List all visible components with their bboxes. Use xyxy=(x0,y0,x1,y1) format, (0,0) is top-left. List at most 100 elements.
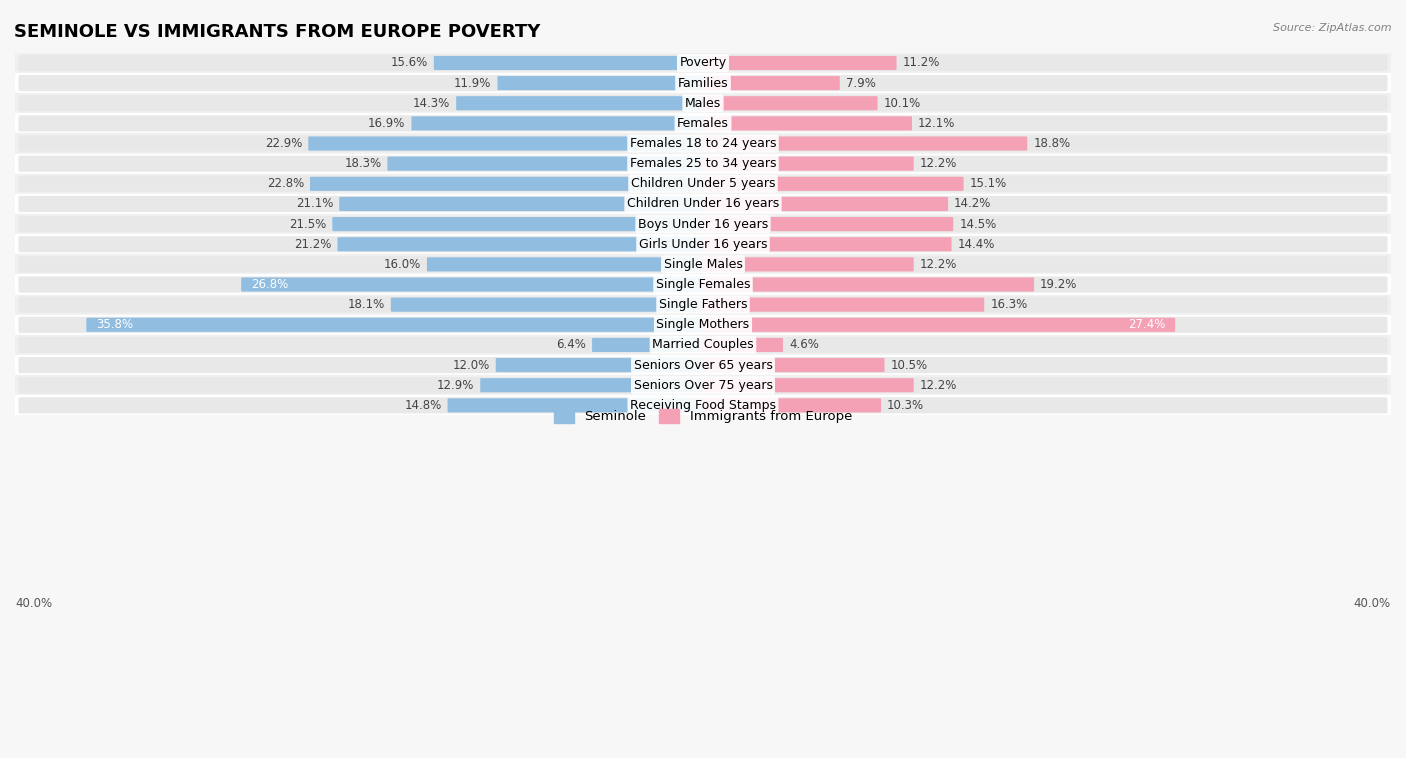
Text: Source: ZipAtlas.com: Source: ZipAtlas.com xyxy=(1274,23,1392,33)
FancyBboxPatch shape xyxy=(391,298,704,312)
Text: 27.4%: 27.4% xyxy=(1128,318,1166,331)
FancyBboxPatch shape xyxy=(412,116,704,130)
Text: 4.6%: 4.6% xyxy=(789,338,818,352)
FancyBboxPatch shape xyxy=(702,56,897,70)
FancyBboxPatch shape xyxy=(702,378,914,393)
Text: 10.1%: 10.1% xyxy=(883,97,921,110)
Text: 7.9%: 7.9% xyxy=(846,77,876,89)
Text: 12.2%: 12.2% xyxy=(920,379,957,392)
FancyBboxPatch shape xyxy=(18,196,1388,212)
Text: 21.1%: 21.1% xyxy=(295,197,333,211)
Text: Females 18 to 24 years: Females 18 to 24 years xyxy=(630,137,776,150)
Text: 40.0%: 40.0% xyxy=(1354,597,1391,609)
FancyBboxPatch shape xyxy=(702,177,963,191)
Text: 10.5%: 10.5% xyxy=(890,359,928,371)
Text: Seniors Over 75 years: Seniors Over 75 years xyxy=(634,379,772,392)
FancyBboxPatch shape xyxy=(702,136,1028,151)
FancyBboxPatch shape xyxy=(388,157,704,171)
Text: 16.3%: 16.3% xyxy=(990,298,1028,311)
FancyBboxPatch shape xyxy=(702,257,914,271)
Text: Single Males: Single Males xyxy=(664,258,742,271)
FancyBboxPatch shape xyxy=(702,157,914,171)
FancyBboxPatch shape xyxy=(18,75,1388,91)
Text: 16.0%: 16.0% xyxy=(384,258,420,271)
FancyBboxPatch shape xyxy=(18,236,1388,252)
FancyBboxPatch shape xyxy=(309,177,704,191)
FancyBboxPatch shape xyxy=(18,377,1388,393)
FancyBboxPatch shape xyxy=(702,398,882,412)
Bar xyxy=(15,114,1391,133)
FancyBboxPatch shape xyxy=(702,197,948,211)
FancyBboxPatch shape xyxy=(702,116,912,130)
Text: Receiving Food Stamps: Receiving Food Stamps xyxy=(630,399,776,412)
FancyBboxPatch shape xyxy=(427,257,704,271)
Bar xyxy=(15,133,1391,154)
Bar xyxy=(15,53,1391,73)
FancyBboxPatch shape xyxy=(18,337,1388,353)
FancyBboxPatch shape xyxy=(702,76,839,90)
Text: SEMINOLE VS IMMIGRANTS FROM EUROPE POVERTY: SEMINOLE VS IMMIGRANTS FROM EUROPE POVER… xyxy=(14,23,540,41)
Bar xyxy=(15,335,1391,355)
Text: 14.8%: 14.8% xyxy=(405,399,441,412)
Text: 35.8%: 35.8% xyxy=(96,318,132,331)
Text: 19.2%: 19.2% xyxy=(1040,278,1077,291)
FancyBboxPatch shape xyxy=(481,378,704,393)
Text: Families: Families xyxy=(678,77,728,89)
Text: 12.9%: 12.9% xyxy=(437,379,474,392)
Text: 12.2%: 12.2% xyxy=(920,157,957,171)
Text: 40.0%: 40.0% xyxy=(15,597,52,609)
Text: Boys Under 16 years: Boys Under 16 years xyxy=(638,218,768,230)
FancyBboxPatch shape xyxy=(498,76,704,90)
Text: Girls Under 16 years: Girls Under 16 years xyxy=(638,238,768,251)
Text: 12.0%: 12.0% xyxy=(453,359,489,371)
Text: 22.9%: 22.9% xyxy=(264,137,302,150)
Bar xyxy=(15,315,1391,335)
Text: 15.6%: 15.6% xyxy=(391,56,427,70)
FancyBboxPatch shape xyxy=(339,197,704,211)
Text: Seniors Over 65 years: Seniors Over 65 years xyxy=(634,359,772,371)
FancyBboxPatch shape xyxy=(18,216,1388,232)
Text: Children Under 16 years: Children Under 16 years xyxy=(627,197,779,211)
Text: Married Couples: Married Couples xyxy=(652,338,754,352)
FancyBboxPatch shape xyxy=(456,96,704,111)
FancyBboxPatch shape xyxy=(242,277,704,292)
FancyBboxPatch shape xyxy=(702,96,877,111)
Text: 16.9%: 16.9% xyxy=(368,117,405,130)
Bar xyxy=(15,295,1391,315)
FancyBboxPatch shape xyxy=(702,217,953,231)
Text: 18.8%: 18.8% xyxy=(1033,137,1070,150)
FancyBboxPatch shape xyxy=(308,136,704,151)
FancyBboxPatch shape xyxy=(18,55,1388,71)
FancyBboxPatch shape xyxy=(702,358,884,372)
Bar xyxy=(15,154,1391,174)
Text: Males: Males xyxy=(685,97,721,110)
FancyBboxPatch shape xyxy=(18,357,1388,373)
Text: 14.2%: 14.2% xyxy=(955,197,991,211)
Text: 22.8%: 22.8% xyxy=(267,177,304,190)
FancyBboxPatch shape xyxy=(702,298,984,312)
Bar xyxy=(15,274,1391,295)
Text: 6.4%: 6.4% xyxy=(557,338,586,352)
FancyBboxPatch shape xyxy=(18,277,1388,293)
FancyBboxPatch shape xyxy=(337,237,704,252)
Bar xyxy=(15,234,1391,254)
FancyBboxPatch shape xyxy=(447,398,704,412)
Bar xyxy=(15,93,1391,114)
FancyBboxPatch shape xyxy=(702,338,783,352)
FancyBboxPatch shape xyxy=(86,318,704,332)
Text: 21.2%: 21.2% xyxy=(294,238,332,251)
Text: 12.1%: 12.1% xyxy=(918,117,955,130)
FancyBboxPatch shape xyxy=(702,237,952,252)
Text: 15.1%: 15.1% xyxy=(970,177,1007,190)
Text: 14.4%: 14.4% xyxy=(957,238,995,251)
Text: 12.2%: 12.2% xyxy=(920,258,957,271)
FancyBboxPatch shape xyxy=(18,317,1388,333)
Bar xyxy=(15,254,1391,274)
FancyBboxPatch shape xyxy=(18,397,1388,413)
Text: 10.3%: 10.3% xyxy=(887,399,924,412)
Bar xyxy=(15,174,1391,194)
FancyBboxPatch shape xyxy=(702,277,1033,292)
FancyBboxPatch shape xyxy=(18,296,1388,313)
FancyBboxPatch shape xyxy=(18,256,1388,272)
Text: Females 25 to 34 years: Females 25 to 34 years xyxy=(630,157,776,171)
